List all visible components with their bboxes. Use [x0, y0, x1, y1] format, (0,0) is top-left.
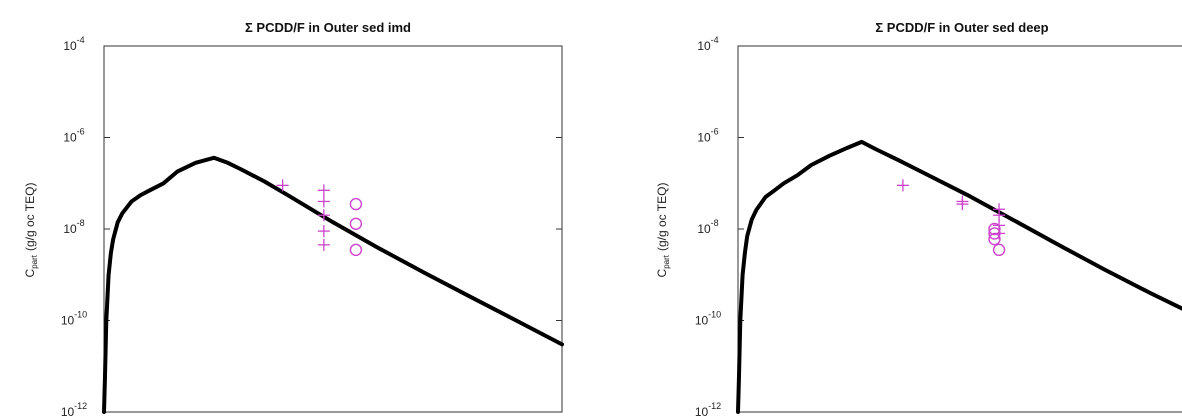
data-point-plus [993, 209, 1006, 222]
y-tick-label: 10-12 [695, 401, 721, 418]
svg-text:Cpart(g/g oc TEQ): Cpart (g/g oc TEQ) [23, 183, 39, 278]
y-tick-label: 10-10 [695, 310, 721, 328]
y-tick-label: 10-6 [697, 127, 718, 145]
data-point-plus [317, 195, 330, 208]
y-tick-label: 10-8 [63, 218, 84, 236]
y-tick-label: 10-8 [697, 218, 718, 236]
y-tick-label: 10-10 [61, 310, 87, 328]
y-tick-label: 10-6 [63, 127, 84, 145]
plot-area [103, 45, 563, 413]
y-axis-symbol: C [23, 268, 37, 277]
chart-panel-outer-sed-deep: Σ PCDD/F in Outer sed deep 10-410-610-81… [655, 20, 1182, 418]
svg-text:Cpart(g/g oc TEQ): Cpart (g/g oc TEQ) [655, 183, 671, 278]
y-tick-label: 10-12 [61, 401, 87, 418]
data-point-circle [988, 222, 1001, 236]
y-axis-label: Cpart (g/g oc TEQ) [23, 183, 39, 278]
data-point-circle [349, 243, 363, 257]
data-point-plus [317, 184, 330, 197]
y-axis-units: (g/g oc TEQ) [23, 183, 37, 251]
data-point-circle [992, 243, 1006, 257]
y-tick-label: 10-4 [63, 35, 84, 53]
y-axis-subscript: part [30, 254, 39, 269]
data-point-plus [896, 179, 909, 192]
data-point-plus [317, 209, 330, 222]
data-point-circle [349, 217, 363, 230]
data-point-circle [349, 197, 363, 211]
y-axis-symbol: C [655, 268, 669, 277]
y-axis-units: (g/g oc TEQ) [655, 183, 669, 251]
y-tick-label: 10-4 [697, 35, 718, 53]
y-axis-ticks: 10-4 10-6 10-8 10-10 10-12 [61, 35, 562, 418]
y-axis-label: Cpart (g/g oc TEQ) [655, 183, 671, 278]
chart-title: Σ PCDD/F in Outer sed deep [875, 20, 1048, 35]
y-axis-subscript: part [662, 254, 671, 269]
data-point-circle [988, 232, 1001, 246]
series-marks [102, 155, 564, 414]
y-axis-ticks: 10-4 10-6 10-8 10-10 10-12 [695, 35, 744, 418]
data-point-plus [276, 179, 289, 192]
series-marks [736, 139, 1182, 414]
plot-area [737, 45, 1182, 413]
data-point-plus [317, 238, 330, 251]
model-curve [102, 155, 564, 414]
data-point-circle [988, 227, 1001, 240]
chart-panel-outer-sed-imd: Σ PCDD/F in Outer sed imd 10-410-610-810… [23, 20, 564, 418]
chart-title: Σ PCDD/F in Outer sed imd [245, 20, 411, 35]
model-curve [736, 139, 1182, 414]
data-point-plus [317, 225, 330, 238]
data-point-plus [956, 198, 969, 211]
